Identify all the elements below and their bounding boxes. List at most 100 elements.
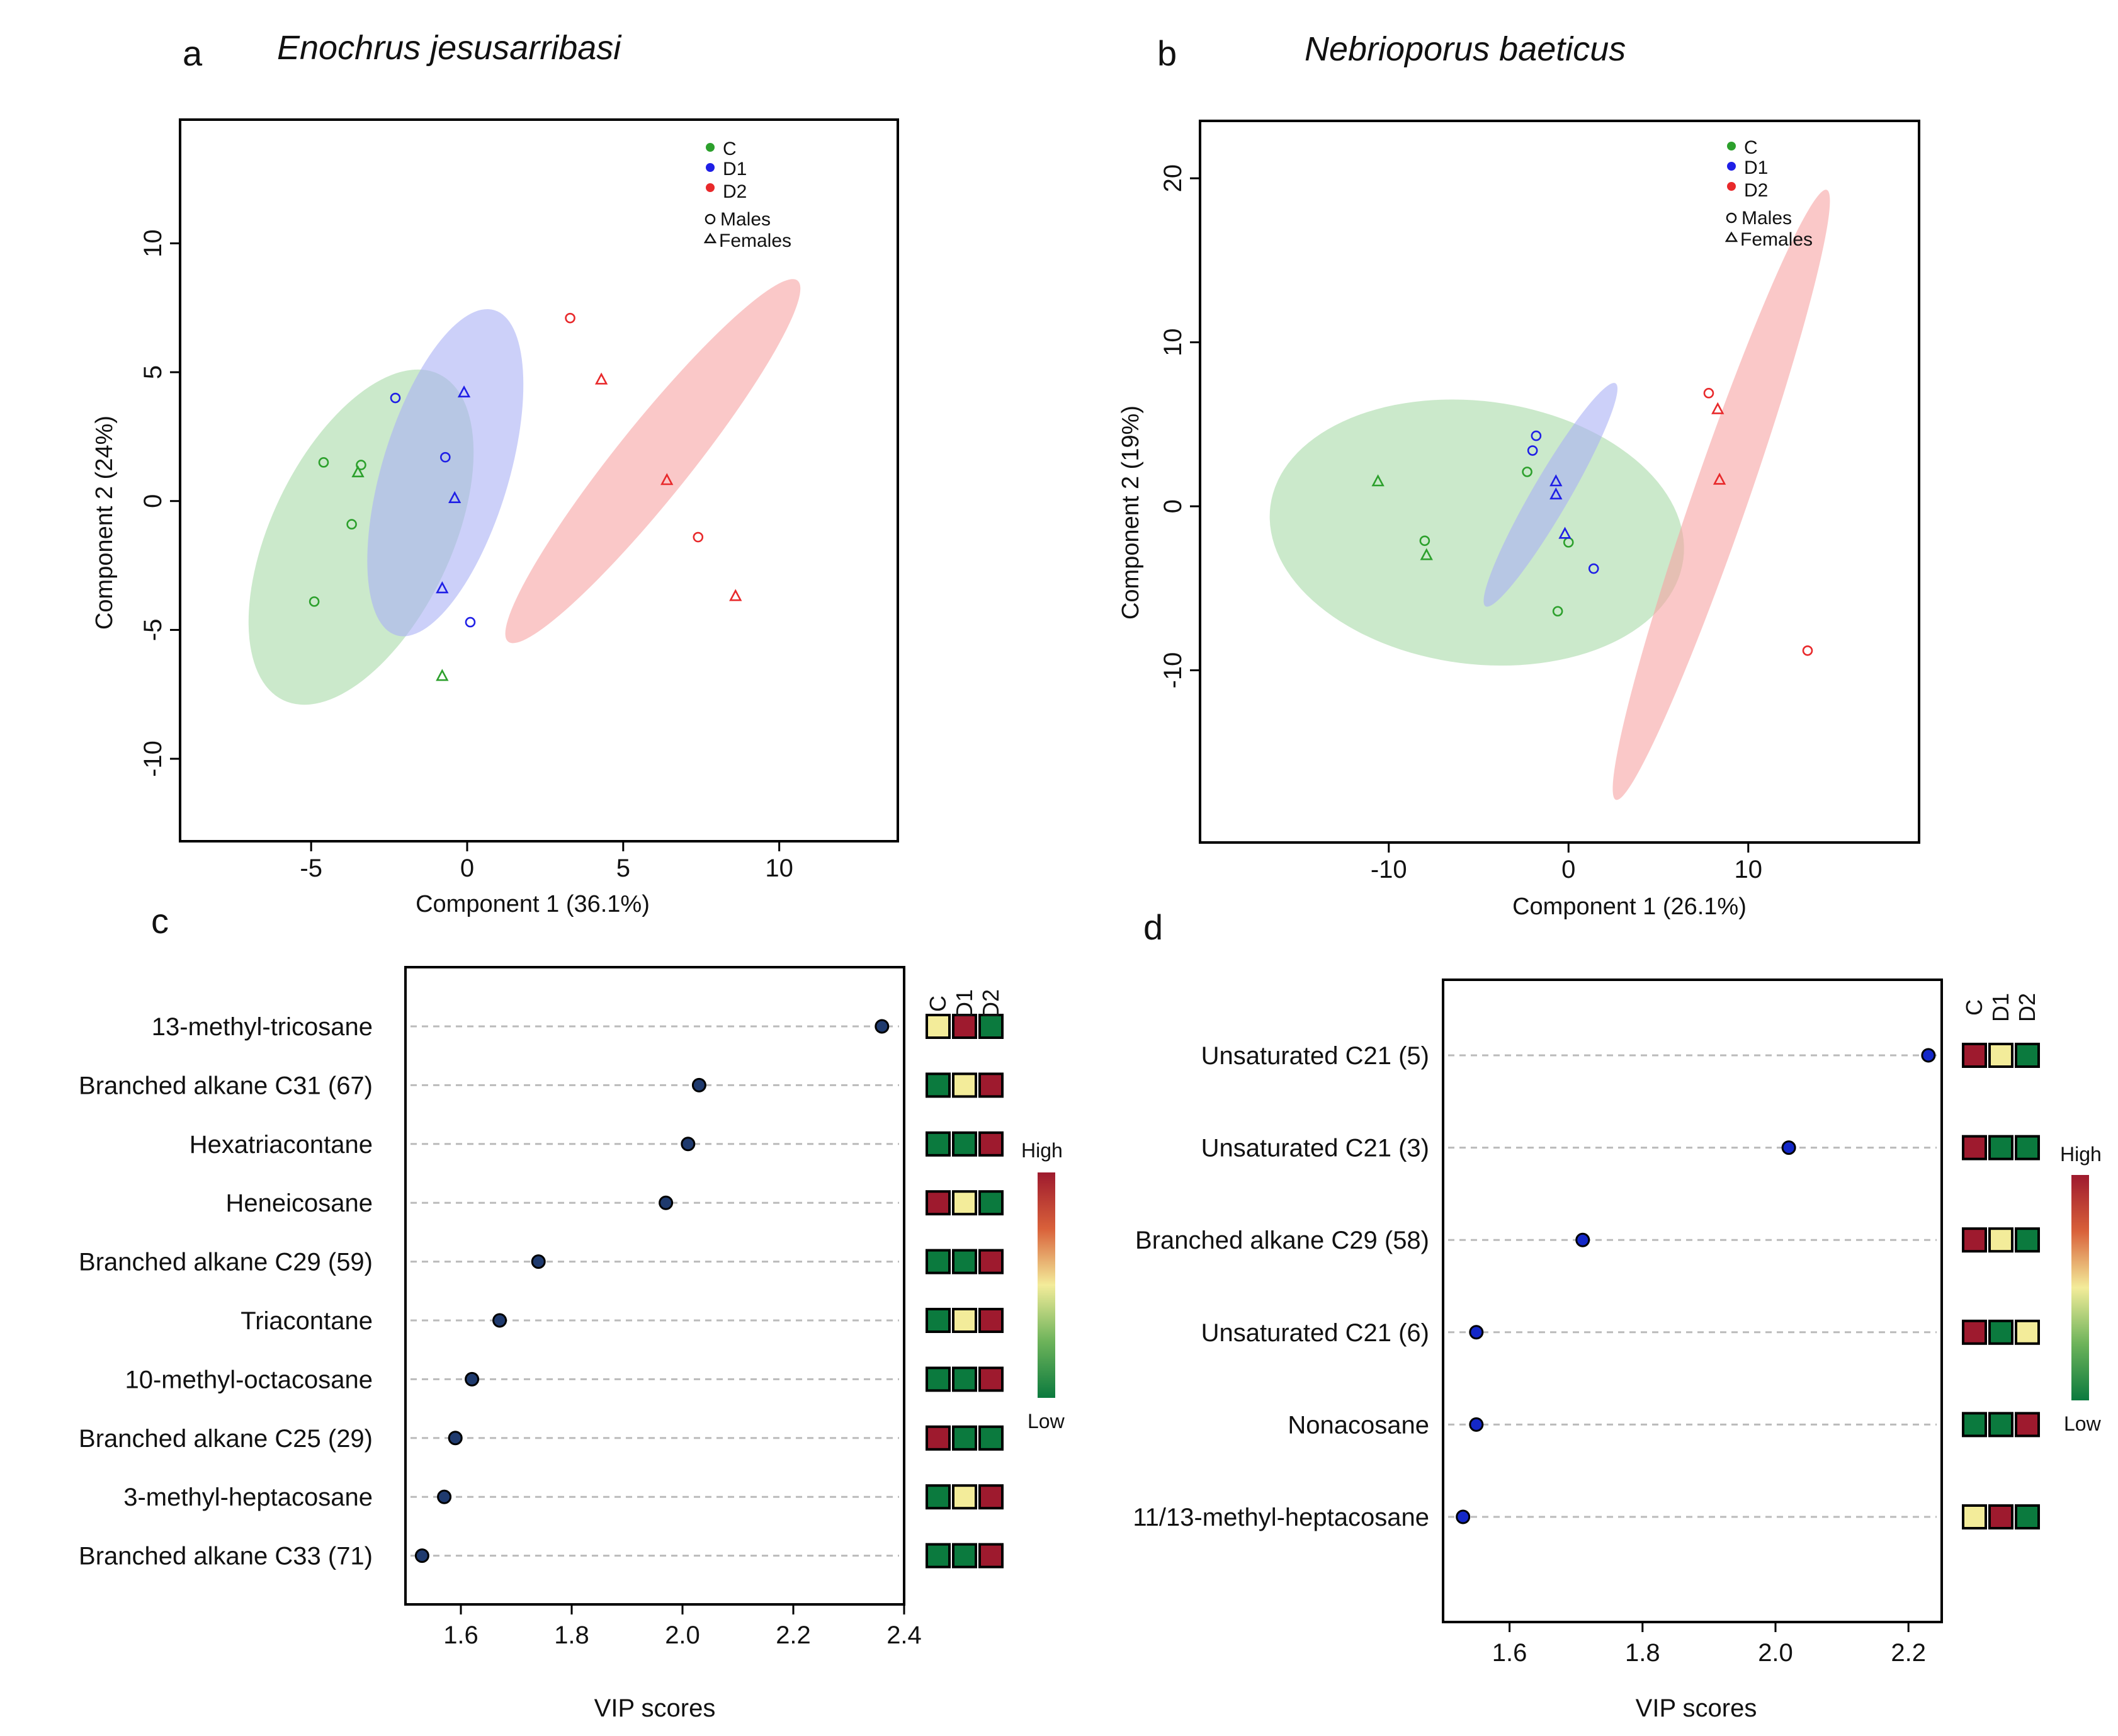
compound-label: Branched alkane C25 (29) xyxy=(79,1425,373,1453)
heat-cell-d1 xyxy=(952,1308,977,1333)
x-tick-label: 1.8 xyxy=(554,1621,589,1649)
heat-cell-d1 xyxy=(1988,1043,2013,1068)
panel-letter-d: d xyxy=(1143,907,1163,947)
heat-cell-c xyxy=(1962,1319,1987,1345)
point-d1-male xyxy=(390,392,401,404)
y-tick-label: 5 xyxy=(139,365,167,379)
point-d2-male xyxy=(1802,645,1813,656)
vip-score-dot xyxy=(691,1077,706,1092)
panel-d-heat-scale: High Low xyxy=(2060,1143,2102,1435)
vip-score-dot xyxy=(531,1254,546,1269)
point-c-male xyxy=(318,457,329,468)
point-c-male xyxy=(1552,606,1563,617)
heat-cell-d2 xyxy=(978,1484,1004,1510)
heat-column-header: C xyxy=(1961,999,1987,1016)
legend-females-symbol xyxy=(703,232,717,244)
point-d1-female xyxy=(1549,487,1563,500)
heat-column-header: D1 xyxy=(1988,993,2013,1022)
y-tick-label: 0 xyxy=(1159,499,1187,513)
legend-d1-dot xyxy=(706,163,715,172)
vip-score-dot xyxy=(1469,1325,1484,1340)
heat-cell-d1 xyxy=(1988,1227,2013,1253)
point-c-male xyxy=(309,596,320,607)
x-tick-label: 2.0 xyxy=(665,1621,700,1649)
legend-c-dot xyxy=(1727,142,1736,150)
compound-label: Unsaturated C21 (5) xyxy=(1201,1042,1429,1070)
point-d2-female xyxy=(1713,472,1726,485)
point-c-female xyxy=(351,465,365,478)
heat-cell-c xyxy=(1962,1227,1987,1253)
y-tick-label: -5 xyxy=(139,619,167,642)
y-tick-label: 0 xyxy=(139,494,167,508)
heat-cell-d1 xyxy=(952,1131,977,1157)
legend-d1-label: D1 xyxy=(723,159,747,179)
y-tick-label: 10 xyxy=(139,229,167,258)
compound-label: Branched alkane C29 (58) xyxy=(1135,1227,1429,1254)
point-c-female xyxy=(436,669,449,681)
heat-column-header: D1 xyxy=(951,989,977,1018)
heat-gradient-bar xyxy=(2071,1175,2089,1400)
heat-cell-c xyxy=(926,1131,951,1157)
vip-score-dot xyxy=(448,1431,463,1446)
panel-a: -5 0 5 10 -10 -5 0 5 10 Component 1 (36.1%) Com… xyxy=(91,118,899,917)
panel-b-x-axis-label: Component 1 (26.1%) xyxy=(1512,894,1747,920)
panel-a-title: Enochrus jesusarribasi xyxy=(277,29,622,67)
heat-cell-d1 xyxy=(952,1484,977,1510)
heat-cell-d2 xyxy=(978,1543,1004,1569)
heat-low-label: Low xyxy=(1028,1410,1065,1432)
heat-cell-d1 xyxy=(952,1425,977,1451)
y-tick-label: -10 xyxy=(1159,652,1187,689)
heat-cell-c xyxy=(926,1014,951,1039)
point-d2-female xyxy=(660,473,674,485)
point-d2-female xyxy=(594,372,608,385)
point-d2-female xyxy=(1711,402,1724,414)
vip-score-dot xyxy=(1921,1048,1936,1063)
heat-column-header: D2 xyxy=(978,989,1004,1018)
heat-column-header: C xyxy=(925,996,951,1012)
x-tick-label: 1.8 xyxy=(1625,1639,1660,1667)
heat-cell-d2 xyxy=(2015,1412,2040,1438)
panel-d-x-axis-label: VIP scores xyxy=(1636,1694,1757,1722)
compound-label: Triacontane xyxy=(241,1307,373,1335)
point-c-female xyxy=(1420,548,1433,560)
panel-b-plot-frame xyxy=(1199,120,1920,844)
legend-males-symbol xyxy=(1726,212,1737,224)
heat-cell-c xyxy=(1962,1412,1987,1438)
x-tick-label: 1.6 xyxy=(1492,1639,1527,1667)
compound-label: Hexatriacontane xyxy=(190,1131,373,1159)
heat-low-label: Low xyxy=(2064,1412,2102,1435)
vip-score-dot xyxy=(465,1371,480,1387)
confidence-ellipse-d2 xyxy=(1612,190,1830,800)
y-tick-label: 20 xyxy=(1159,164,1187,193)
vip-score-dot xyxy=(437,1489,452,1504)
vip-score-dot xyxy=(1456,1509,1471,1524)
legend-c-dot xyxy=(706,143,715,152)
heat-cell-d1 xyxy=(952,1366,977,1392)
panel-d-plot-frame xyxy=(1442,979,1943,1623)
x-tick-label: 2.0 xyxy=(1758,1639,1793,1667)
heat-cell-c xyxy=(1962,1504,1987,1529)
compound-label: Branched alkane C29 (59) xyxy=(79,1249,373,1276)
point-d1-male xyxy=(1531,430,1542,441)
heat-cell-d2 xyxy=(978,1249,1004,1274)
panel-a-legend: C D1 D2 Males Females xyxy=(703,139,791,251)
heat-cell-c xyxy=(1962,1135,1987,1160)
point-d1-male xyxy=(1588,563,1599,574)
compound-label: Nonacosane xyxy=(1288,1411,1429,1439)
heat-cell-c xyxy=(926,1249,951,1274)
heat-cell-c xyxy=(926,1543,951,1569)
heat-cell-d2 xyxy=(978,1072,1004,1098)
compound-label: 11/13-methyl-heptacosane xyxy=(1133,1504,1429,1531)
legend-males-label: Males xyxy=(720,209,771,230)
compound-label: Heneicosane xyxy=(226,1189,373,1217)
x-tick-label: 1.6 xyxy=(443,1621,479,1649)
point-c-male xyxy=(1522,467,1532,477)
heat-cell-c xyxy=(926,1366,951,1392)
legend-males-symbol xyxy=(705,213,716,225)
heat-cell-d2 xyxy=(2015,1043,2040,1068)
panel-b: -10 0 10 -10 0 10 20 Component 1 (26.1%) Comp… xyxy=(1118,120,1920,920)
compound-label: 3-methyl-heptacosane xyxy=(123,1484,373,1511)
heat-cell-d1 xyxy=(1988,1412,2013,1438)
confidence-ellipse-d1 xyxy=(367,309,524,637)
point-d2-male xyxy=(1703,388,1714,399)
